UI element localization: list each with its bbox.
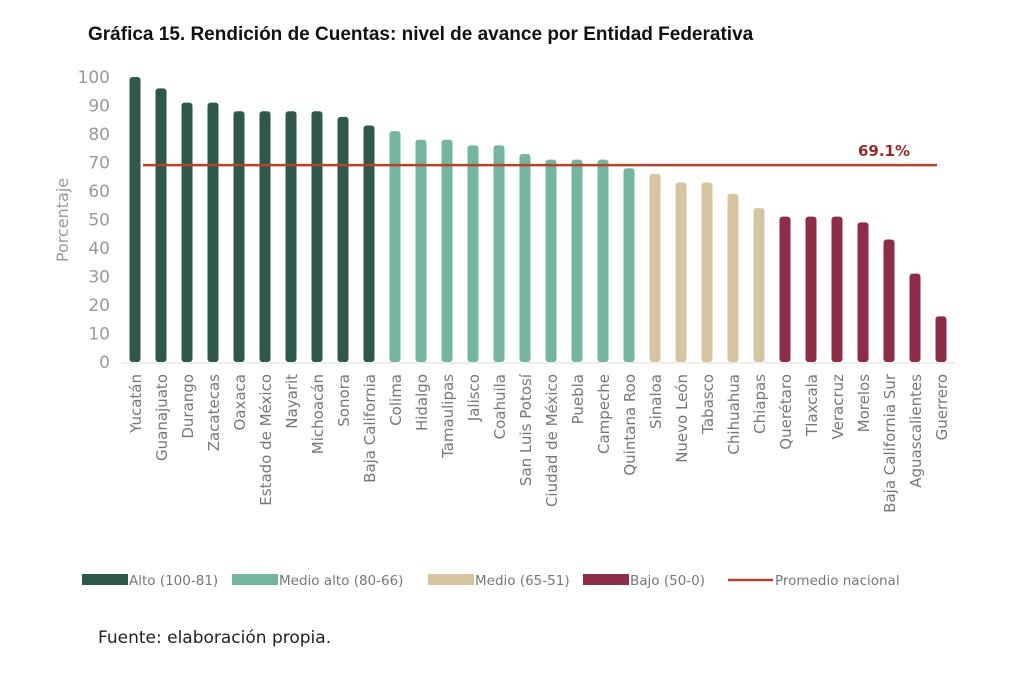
x-tick-label: Querétaro: [777, 374, 795, 450]
bar: [675, 182, 687, 362]
y-axis-label: Porcentaje: [53, 178, 72, 262]
average-label: 69.1%: [858, 142, 910, 160]
bar: [857, 222, 869, 362]
y-tick-label: 80: [88, 125, 110, 145]
bar: [519, 153, 531, 362]
x-tick-label: Ciudad de México: [543, 374, 561, 507]
bar: [337, 116, 349, 363]
bar: [493, 145, 505, 362]
legend-label: Medio alto (80-66): [279, 573, 403, 589]
x-tick-label: Quintana Roo: [621, 374, 639, 476]
legend-label: Bajo (50-0): [630, 573, 705, 589]
bar: [389, 131, 401, 362]
bar: [753, 208, 765, 362]
source-note: Fuente: elaboración propia.: [98, 628, 332, 648]
x-tick-label: Sonora: [335, 374, 353, 427]
bar: [571, 159, 583, 362]
bar: [181, 102, 193, 363]
x-tick-label: Nuevo León: [673, 374, 691, 463]
x-tick-label: Nayarit: [283, 374, 301, 429]
x-tick-label: Zacatecas: [205, 374, 223, 451]
bar: [467, 145, 479, 362]
bar: [285, 111, 297, 362]
x-tick-label: Aguascalientes: [907, 374, 925, 488]
y-tick-label: 100: [78, 68, 110, 88]
y-tick-label: 60: [88, 182, 110, 202]
y-tick-label: 0: [99, 353, 110, 373]
x-tick-label: Chihuahua: [725, 374, 743, 455]
x-tick-label: Hidalgo: [413, 374, 431, 431]
legend-label: Promedio nacional: [775, 573, 900, 589]
bar: [441, 139, 453, 362]
bar: [311, 111, 323, 362]
y-tick-label: 70: [88, 154, 110, 174]
bar: [649, 173, 661, 362]
x-tick-label: San Luis Potosí: [517, 373, 535, 486]
x-tick-label: Guerrero: [933, 374, 951, 440]
bar: [883, 239, 895, 362]
x-tick-label: Coahuila: [491, 374, 509, 439]
y-tick-label: 90: [88, 97, 110, 117]
bar: [415, 139, 427, 362]
x-tick-label: Durango: [179, 374, 197, 439]
x-tick-label: Baja California Sur: [881, 373, 899, 513]
x-tick-label: Yucatán: [127, 374, 145, 434]
y-tick-label: 50: [88, 211, 110, 231]
legend-swatch: [428, 574, 474, 585]
legend-swatch: [82, 574, 128, 585]
x-tick-label: Oaxaca: [231, 374, 249, 431]
bar: [805, 216, 817, 362]
bar: [831, 216, 843, 362]
bar: [545, 159, 557, 362]
y-tick-label: 30: [88, 268, 110, 288]
x-tick-label: Morelos: [855, 374, 873, 433]
bar: [701, 182, 713, 362]
chart-title: Gráfica 15. Rendición de Cuentas: nivel …: [88, 24, 754, 45]
x-tick-label: Michoacán: [309, 374, 327, 454]
bar: [259, 111, 271, 362]
x-tick-label: Tamaulipas: [439, 374, 457, 459]
bar: [623, 168, 635, 362]
legend-swatch: [232, 574, 278, 585]
x-tick-label: Estado de México: [257, 374, 275, 506]
y-tick-label: 20: [88, 296, 110, 316]
y-tick-label: 40: [88, 239, 110, 259]
x-tick-label: Jalisco: [465, 374, 483, 422]
x-tick-label: Campeche: [595, 374, 613, 454]
x-tick-label: Sinaloa: [647, 374, 665, 429]
bar: [363, 125, 375, 362]
x-tick-label: Puebla: [569, 374, 587, 424]
x-tick-label: Veracruz: [829, 374, 847, 440]
bar: [233, 111, 245, 362]
x-tick-label: Guanajuato: [153, 374, 171, 461]
x-tick-label: Tlaxcala: [803, 374, 821, 437]
x-tick-label: Tabasco: [699, 374, 717, 435]
bar: [155, 88, 167, 363]
x-tick-label: Chiapas: [751, 374, 769, 434]
bar: [779, 216, 791, 362]
bar: [909, 273, 921, 362]
bar: [935, 316, 947, 362]
legend-swatch: [583, 574, 629, 585]
bar: [727, 193, 739, 362]
bar: [129, 77, 141, 362]
legend-label: Medio (65-51): [475, 573, 570, 589]
bar: [597, 159, 609, 362]
y-tick-label: 10: [88, 325, 110, 345]
legend-label: Alto (100-81): [129, 573, 218, 589]
x-tick-label: Colima: [387, 374, 405, 426]
bar: [207, 102, 219, 363]
x-tick-label: Baja California: [361, 374, 379, 483]
